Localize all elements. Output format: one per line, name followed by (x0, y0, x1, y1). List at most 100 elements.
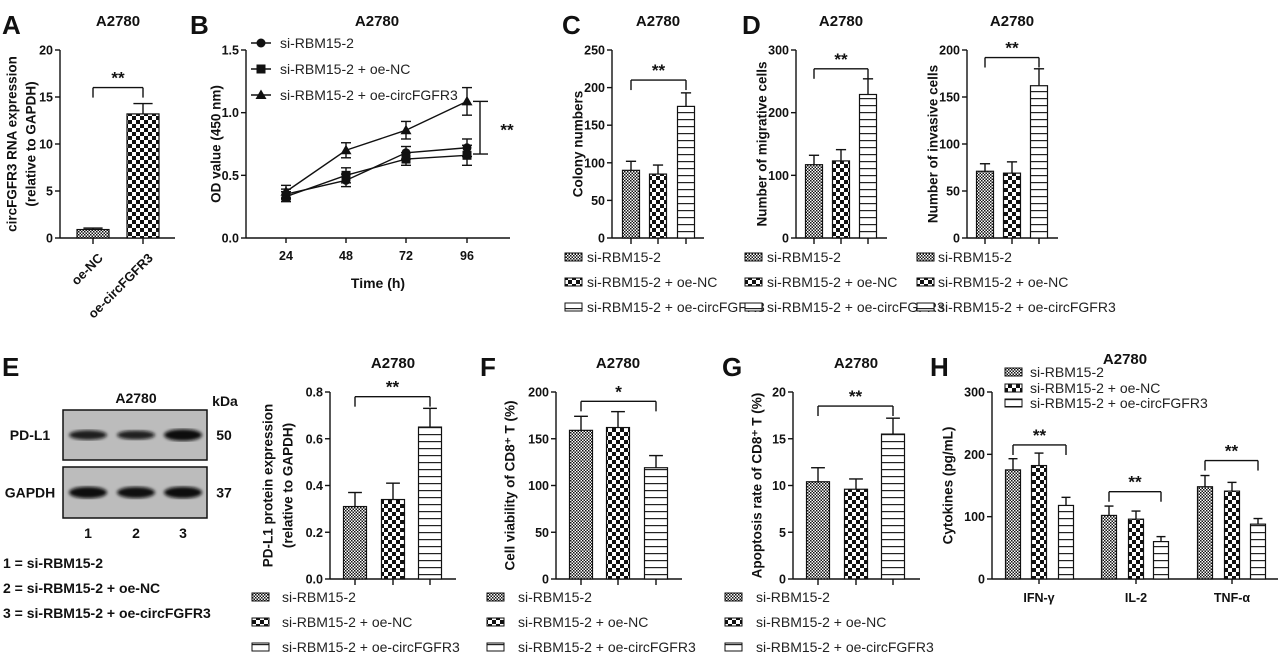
significance-label: * (615, 382, 622, 401)
legend-label: si-RBM15-2 (938, 249, 1012, 265)
y-tick-label: 0 (542, 573, 549, 587)
y-tick-label: 50 (946, 185, 960, 199)
legend-label: si-RBM15-2 + oe-circFGFR3 (518, 639, 696, 655)
y-tick-label: 200 (528, 386, 549, 400)
y-tick-label: 1.5 (222, 44, 239, 58)
legend-label: si-RBM15-2 + oe-NC (767, 274, 897, 290)
panel-letter: G (722, 352, 742, 382)
data-point (461, 95, 473, 106)
significance-label: ** (1033, 426, 1047, 445)
y-axis-label: PD-L1 protein expression (261, 404, 276, 568)
bar (643, 467, 669, 580)
y-tick-label: 5 (46, 185, 53, 199)
y-axis-label: Number of migrative cells (755, 61, 770, 226)
x-tick-label: 72 (399, 249, 413, 263)
legend-label: si-RBM15-2 (767, 249, 841, 265)
protein-band (164, 429, 202, 441)
y-tick-label: 100 (939, 138, 960, 152)
protein-band (117, 430, 155, 440)
panel-letter: E (2, 352, 19, 382)
bar (1127, 518, 1145, 580)
bar (880, 433, 906, 580)
bar (342, 505, 368, 580)
panel-letter: F (480, 352, 496, 382)
legend-label: si-RBM15-2 + oe-circFGFR3 (1030, 395, 1208, 411)
y-tick-label: 0 (782, 232, 789, 246)
legend-label: si-RBM15-2 (518, 589, 592, 605)
legend-swatch (744, 302, 763, 312)
legend-label: si-RBM15-2 + oe-NC (518, 614, 648, 630)
x-tick-label: 48 (339, 249, 353, 263)
panel-letter: D (742, 10, 761, 40)
x-tick-label: oe-NC (68, 250, 106, 288)
bar (676, 105, 696, 239)
legend-swatch (251, 592, 270, 602)
significance-label: ** (834, 50, 848, 69)
y-tick-label: 0.0 (222, 232, 239, 246)
legend-swatch (486, 617, 505, 627)
y-tick-label: 0 (953, 232, 960, 246)
y-tick-label: 20 (772, 386, 786, 400)
panel-h: H A2780 0 100 200 300 Cytokines (pg/mL) IFN-γ IL… (930, 351, 1278, 605)
chart-title: A2780 (819, 13, 863, 30)
bar (1030, 464, 1048, 580)
legend-label: si-RBM15-2 + oe-NC (282, 614, 412, 630)
y-tick-label: 200 (584, 81, 605, 95)
y-tick-label: 1.0 (222, 106, 239, 120)
data-point (341, 170, 351, 180)
panel-g: G A2780 0 5 10 15 20 Apoptosis rate of CD8⁺ T (… (722, 352, 934, 655)
legend-swatch (916, 252, 935, 262)
bar (380, 498, 406, 580)
y-tick-label: 0 (978, 573, 985, 587)
x-tick-label: IFN-γ (1023, 591, 1054, 605)
kda-value: 37 (216, 485, 232, 501)
x-axis-label: Time (h) (351, 275, 405, 291)
legend-swatch (744, 252, 763, 262)
panel-c: C A2780 0 50 100 150 200 250 Colony numbers ** si-… (562, 10, 765, 315)
y-tick-label: 15 (39, 91, 53, 105)
bar (648, 173, 668, 239)
legend-label: si-RBM15-2 + oe-NC (1030, 380, 1160, 396)
lane-label: 2 (132, 525, 140, 541)
bar (1004, 469, 1022, 580)
panel-letter: C (562, 10, 581, 40)
y-tick-label: 50 (591, 194, 605, 208)
panel-letter: H (930, 352, 949, 382)
chart-title: A2780 (596, 355, 640, 372)
panel-d2: A2780 0 50 100 150 200 Number of invasive cell… (916, 13, 1116, 315)
legend-swatch (916, 302, 935, 312)
y-tick-label: 10 (39, 138, 53, 152)
y-tick-label: 0.2 (306, 526, 323, 540)
panel-b: B A2780 0.0 0.5 1.0 1.5 OD value (450 nm) 24 48 7… (190, 10, 514, 291)
kda-value: 50 (216, 427, 232, 443)
series-line (285, 154, 468, 198)
y-tick-label: 150 (584, 119, 605, 133)
y-tick-label: 150 (528, 432, 549, 446)
lane-key: 2 = si-RBM15-2 + oe-NC (3, 580, 160, 596)
legend-swatch (1004, 367, 1023, 377)
blot-row-label: PD-L1 (10, 427, 51, 443)
legend-label: si-RBM15-2 + oe-circFGFR3 (280, 87, 458, 103)
significance-label: ** (849, 387, 863, 406)
y-tick-label: 0 (779, 573, 786, 587)
panel-f: F A2780 0 50 100 150 200 Cell viability of CD8⁺… (480, 352, 696, 655)
panel-letter: A (2, 10, 21, 40)
bar (1002, 172, 1022, 239)
chart-title: A2780 (355, 13, 399, 30)
legend-swatch (564, 277, 583, 287)
bar (568, 429, 594, 580)
y-tick-label: 150 (939, 91, 960, 105)
y-axis-label: Colony numbers (571, 91, 586, 198)
y-axis-label: Cytokines (pg/mL) (941, 427, 956, 545)
x-tick-label: IL-2 (1125, 591, 1147, 605)
kda-label: kDa (212, 393, 238, 409)
blot-title: A2780 (115, 390, 156, 406)
y-tick-label: 0.8 (306, 386, 323, 400)
y-tick-label: 5 (779, 526, 786, 540)
legend-swatch (1004, 398, 1023, 408)
bar (1029, 85, 1049, 239)
y-axis-label: Cell viability of CD8⁺ T (%) (503, 401, 518, 571)
bar (1249, 523, 1267, 580)
y-axis-label: circFGFR3 RNA expression (5, 56, 20, 232)
bar (621, 169, 641, 239)
